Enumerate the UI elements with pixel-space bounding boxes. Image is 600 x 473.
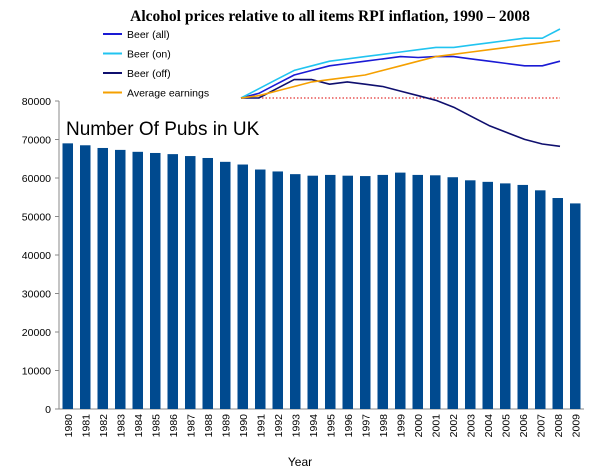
x-tick-label: 2009	[570, 414, 582, 438]
x-tick-label: 1985	[150, 414, 162, 438]
x-tick-label: 2008	[553, 414, 565, 438]
bar-2005	[500, 183, 511, 409]
y-tick-label: 70000	[22, 135, 51, 147]
y-tick-label: 60000	[22, 173, 51, 185]
x-tick-label: 1981	[80, 414, 92, 438]
y-tick-label: 30000	[22, 289, 51, 301]
bar-1993	[290, 174, 301, 409]
y-tick-label: 40000	[22, 250, 51, 262]
x-tick-label: 1983	[115, 414, 127, 438]
x-axis-label: Year	[288, 455, 312, 469]
x-tick-label: 2002	[448, 414, 460, 438]
x-tick-label: 1997	[360, 414, 372, 438]
bar-1980	[62, 143, 73, 409]
x-tick-label: 1987	[185, 414, 197, 438]
x-tick-label: 2005	[500, 414, 512, 438]
x-tick-label: 1998	[378, 414, 390, 438]
legend-label: Beer (off)	[127, 68, 171, 80]
bar-2001	[430, 175, 441, 409]
bar-1986	[167, 154, 178, 409]
x-tick-label: 1988	[203, 414, 215, 438]
x-tick-labels: 1980 1981 1982 1983 1984 1985 1986 1987 1988 1989…	[63, 414, 583, 438]
y-tick-label: 0	[45, 404, 51, 416]
legend-label: Beer (on)	[127, 49, 171, 61]
x-tick-label: 2000	[413, 414, 425, 438]
x-tick-label: 2007	[535, 414, 547, 438]
x-tick-label: 1992	[273, 414, 285, 438]
x-tick-label: 1994	[308, 414, 320, 438]
x-tick-label: 1989	[220, 414, 232, 438]
bar-2004	[482, 181, 493, 409]
x-tick-label: 1991	[255, 414, 267, 438]
overlay-lines	[240, 28, 561, 148]
x-tick-label: 1995	[325, 414, 337, 438]
x-tick-label: 1984	[133, 414, 145, 438]
x-tick-label: 1996	[343, 414, 355, 438]
bar-1992	[272, 171, 283, 409]
line-series-beer-on	[240, 28, 561, 99]
bar-1999	[395, 172, 406, 409]
bar-1989	[220, 161, 231, 409]
bar-2002	[447, 177, 458, 409]
bar-1984	[132, 151, 143, 409]
x-tick-label: 1982	[98, 414, 110, 438]
bar-1990	[237, 164, 248, 409]
bar-1996	[342, 175, 353, 409]
bar-1988	[202, 157, 213, 409]
x-tick-label: 1980	[63, 414, 75, 438]
x-tick-label: 2006	[518, 414, 530, 438]
y-tick-label: 80000	[22, 96, 51, 108]
bar-2008	[552, 198, 563, 409]
line-series-beer-off	[241, 78, 561, 148]
bar-1981	[80, 145, 91, 409]
bar-2009	[570, 203, 581, 409]
bar-2007	[535, 190, 546, 409]
bar-1991	[255, 169, 266, 409]
overlay-title: Alcohol prices relative to all items RPI…	[130, 8, 530, 25]
x-tick-label: 1999	[395, 414, 407, 438]
bars	[62, 143, 581, 409]
line-series-beer-all	[240, 55, 561, 99]
bar-1985	[150, 152, 161, 409]
bar-chart-area: 0 10000 20000 30000 40000 50000 60000 70000 8000…	[22, 96, 584, 469]
bar-1994	[307, 175, 318, 409]
line-series-average-earnings	[240, 39, 561, 99]
overlay-line-chart: Alcohol prices relative to all items RPI…	[103, 8, 561, 148]
y-tick-label: 20000	[22, 327, 51, 339]
x-tick-label: 2001	[430, 414, 442, 438]
bar-1982	[97, 147, 108, 409]
bar-1995	[325, 174, 336, 409]
y-tick-label: 50000	[22, 212, 51, 224]
bar-2000	[412, 174, 423, 409]
x-tick-label: 2003	[465, 414, 477, 438]
x-tick-label: 1986	[168, 414, 180, 438]
y-tick-label: 10000	[22, 366, 51, 378]
legend-label: Beer (all)	[127, 29, 170, 41]
overlay-legend: Beer (all) Beer (on) Beer (off) Average ear…	[103, 29, 209, 100]
legend-label: Average earnings	[127, 88, 209, 100]
bar-2006	[517, 184, 528, 409]
bar-chart-title: Number Of Pubs in UK	[66, 119, 260, 140]
x-tick-label: 2004	[483, 414, 495, 438]
bar-2003	[465, 180, 476, 409]
bar-1983	[115, 149, 126, 409]
x-tick-label: 1990	[238, 414, 250, 438]
bar-1987	[185, 156, 196, 409]
y-tick-labels: 0 10000 20000 30000 40000 50000 60000 70000 8000…	[22, 96, 59, 416]
bar-1997	[360, 176, 371, 409]
x-tick-label: 1993	[290, 414, 302, 438]
bar-1998	[377, 174, 388, 409]
